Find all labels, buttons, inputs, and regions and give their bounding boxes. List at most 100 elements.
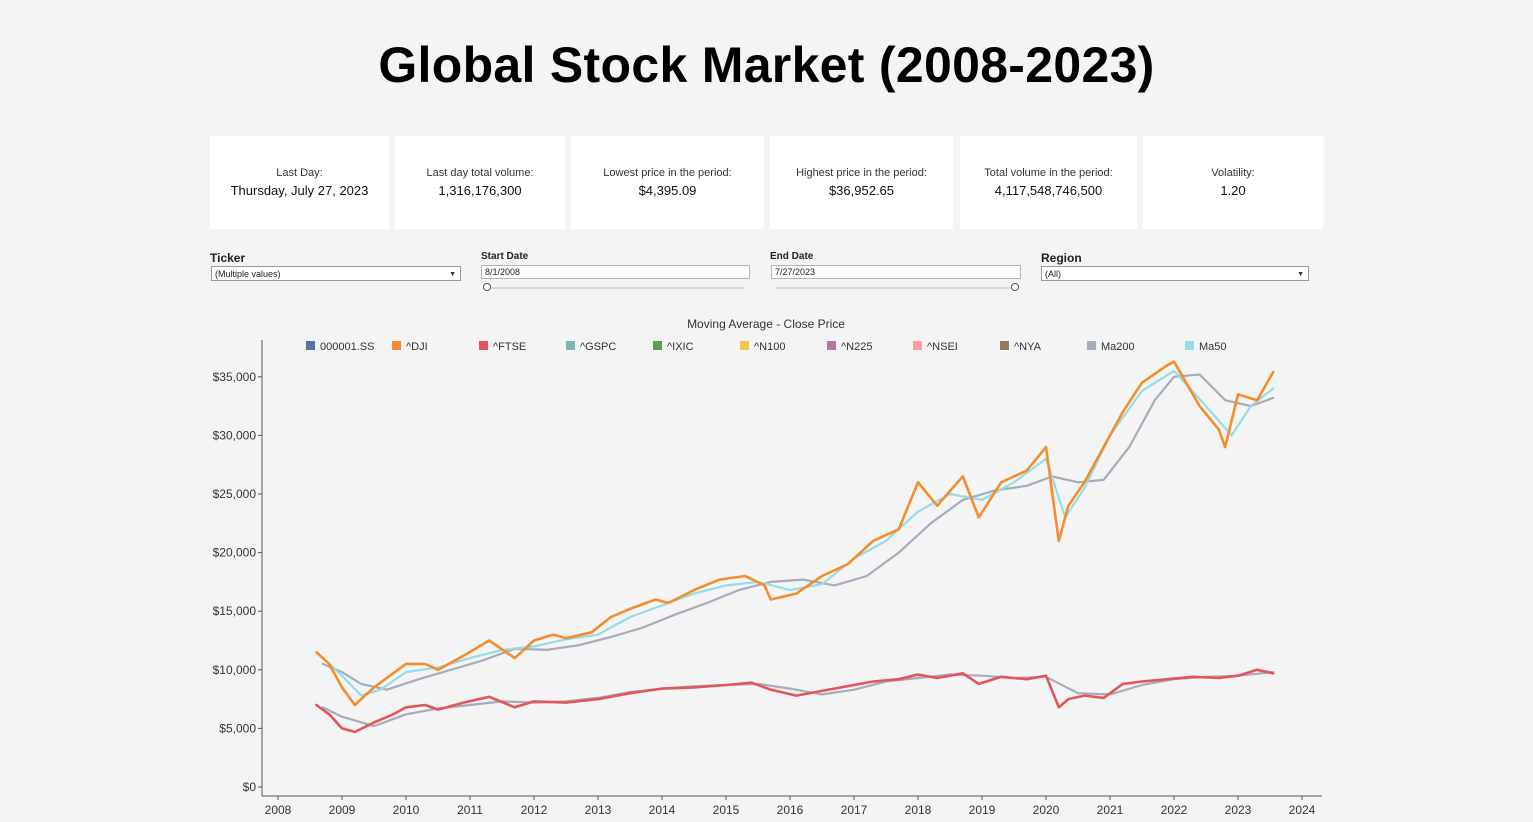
legend-item[interactable]: ^NYA [1000,341,1042,353]
legend-swatch [913,341,922,350]
ticker-selected-value: (Multiple values) [215,269,281,279]
kpi-last-day: Last Day: Thursday, July 27, 2023 [210,136,389,229]
legend-swatch [653,341,662,350]
legend-label: ^N225 [841,341,872,353]
chart-legend: 000001.SS ^DJI ^FTSE ^GSPC ^IXIC ^N100 ^N225 ^N… [306,341,1227,353]
kpi-value: Thursday, July 27, 2023 [230,183,369,198]
kpi-label: Highest price in the period: [796,167,927,179]
x-tick-label: 2024 [1289,803,1316,817]
legend-item[interactable]: ^N100 [740,341,785,353]
series-line--dji [315,360,1275,707]
y-tick-label: $10,000 [213,663,257,677]
chart-series-layer [315,360,1275,734]
kpi-label: Last day total volume: [426,167,534,179]
chevron-down-icon[interactable]: ▼ [1297,271,1304,278]
legend-item[interactable]: ^GSPC [566,341,616,353]
legend-label: ^IXIC [667,341,694,353]
x-tick-label: 2008 [265,803,292,817]
legend-label: ^FTSE [493,341,526,353]
chevron-down-icon[interactable]: ▼ [449,271,456,278]
ticker-dropdown[interactable]: (Multiple values) ▼ [211,266,461,281]
legend-swatch [392,341,401,350]
legend-label: Ma50 [1199,341,1227,353]
y-tick-label: $30,000 [213,428,257,442]
legend-item[interactable]: ^IXIC [653,341,694,353]
legend-swatch [1000,341,1009,350]
legend-label: ^NSEI [927,341,958,353]
start-date-slider-track[interactable] [487,287,745,289]
legend-label: 000001.SS [320,341,374,353]
kpi-lowest-price: Lowest price in the period: $4,395.09 [571,136,764,229]
legend-label: ^NYA [1014,341,1042,353]
x-tick-label: 2021 [1097,803,1124,817]
x-tick-label: 2019 [969,803,996,817]
ticker-label: Ticker [210,251,246,265]
x-tick-label: 2016 [777,803,804,817]
chart-title: Moving Average - Close Price [687,317,845,331]
legend-item[interactable]: Ma200 [1087,341,1135,353]
x-tick-label: 2009 [329,803,356,817]
y-tick-label: $15,000 [213,604,257,618]
legend-swatch [479,341,488,350]
x-tick-label: 2014 [649,803,676,817]
page-title: Global Stock Market (2008-2023) [378,37,1155,93]
kpi-label: Lowest price in the period: [603,167,732,179]
legend-label: Ma200 [1101,341,1135,353]
region-label: Region [1041,251,1082,265]
y-tick-label: $0 [243,780,257,794]
legend-swatch [1087,341,1096,350]
kpi-highest-price: Highest price in the period: $36,952.65 [770,136,953,229]
x-tick-label: 2017 [841,803,868,817]
kpi-volatility: Volatility: 1.20 [1143,136,1323,229]
x-tick-label: 2018 [905,803,932,817]
legend-label: ^N100 [754,341,785,353]
legend-item[interactable]: ^FTSE [479,341,526,353]
legend-item[interactable]: Ma50 [1185,341,1227,353]
x-tick-label: 2011 [457,803,483,817]
y-tick-label: $25,000 [213,487,257,501]
region-dropdown[interactable]: (All) ▼ [1041,266,1309,281]
series-line--ftse [315,668,1275,734]
legend-swatch [1185,341,1194,350]
legend-item[interactable]: 000001.SS [306,341,374,353]
legend-item[interactable]: ^N225 [827,341,872,353]
kpi-value: 1.20 [1220,183,1246,198]
kpi-last-day-volume: Last day total volume: 1,316,176,300 [395,136,565,229]
x-tick-label: 2010 [393,803,420,817]
kpi-value: $36,952.65 [828,183,895,198]
kpi-label: Last Day: [276,167,323,179]
kpi-value: 4,117,548,746,500 [994,183,1103,198]
end-date-slider-handle[interactable] [1011,283,1019,291]
legend-item[interactable]: ^DJI [392,341,428,353]
start-date-label: Start Date [481,251,529,262]
y-tick-label: $5,000 [219,721,256,735]
legend-label: ^DJI [406,341,428,353]
start-date-slider-handle[interactable] [483,283,491,291]
x-tick-label: 2023 [1225,803,1252,817]
legend-swatch [740,341,749,350]
kpi-total-volume: Total volume in the period: 4,117,548,74… [960,136,1137,229]
x-tick-label: 2020 [1033,803,1060,817]
end-date-slider-track[interactable] [776,287,1016,289]
legend-item[interactable]: ^NSEI [913,341,958,353]
kpi-label: Volatility: [1211,167,1255,179]
y-tick-label: $20,000 [213,546,257,560]
end-date-input[interactable]: 7/27/2023 [771,265,1021,279]
x-tick-label: 2012 [521,803,548,817]
x-tick-label: 2015 [713,803,740,817]
region-selected-value: (All) [1045,269,1061,279]
legend-swatch [827,341,836,350]
y-tick-label: $35,000 [213,370,257,384]
series-line-ma50 [321,369,1275,697]
end-date-label: End Date [770,251,814,262]
legend-swatch [306,341,315,350]
chart-axes: $0 $5,000 $10,000 $15,000 $20,000 $25,000 $30,… [213,340,1322,817]
kpi-value: $4,395.09 [638,183,697,198]
series-line--ftse-ma [321,671,1275,728]
start-date-input[interactable]: 8/1/2008 [481,265,750,279]
x-tick-label: 2022 [1161,803,1188,817]
x-tick-label: 2013 [585,803,612,817]
series-line-ma200 [321,373,1275,691]
kpi-value: 1,316,176,300 [438,183,522,198]
